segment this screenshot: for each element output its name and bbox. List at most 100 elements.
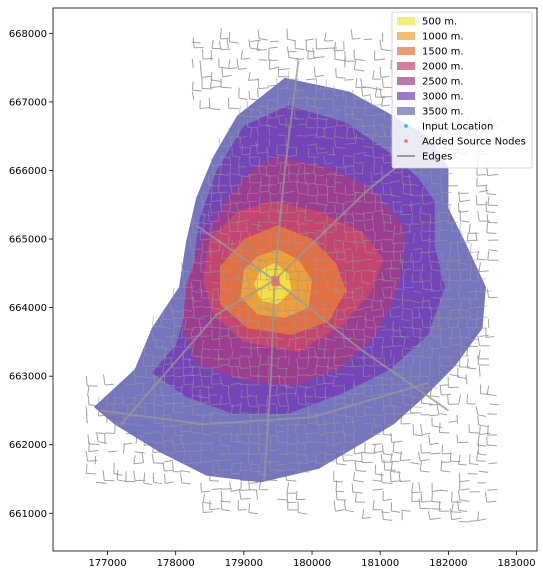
street-edge [343,165,355,168]
street-edge [355,308,365,311]
street-edge [144,403,147,414]
street-edge [354,172,363,175]
street-edge [200,482,202,493]
street-edge [276,114,285,118]
street-edge [403,412,415,415]
street-edge [345,281,347,292]
street-edge [285,300,287,311]
street-edge [192,414,202,416]
street-edge [171,435,174,444]
street-edge [207,384,210,396]
street-edge [286,190,296,194]
street-edge [266,337,269,349]
street-edge [191,403,203,406]
street-edge [248,173,258,176]
street-edge [161,432,164,442]
street-edge [380,75,390,78]
street-edge [403,347,413,350]
street-edge [477,434,480,446]
street-edge [173,441,176,452]
plot-frame [52,7,538,552]
street-edge [265,260,268,270]
street-edge [221,509,231,512]
street-edge [201,423,204,435]
street-edge [344,200,354,203]
street-edge [486,385,490,395]
street-edge [441,268,451,271]
street-edge [421,263,424,273]
street-edge [199,396,210,399]
street-edge [469,243,472,253]
street-edge [257,346,268,349]
street-edge [276,89,279,100]
street-edge [184,319,187,330]
street-edge [438,231,440,242]
street-edge [296,89,299,99]
street-edge [430,281,433,291]
street-edge [245,269,249,279]
street-edge [326,339,336,341]
street-edge [317,117,328,121]
street-edge [430,221,441,224]
street-edge [354,460,357,471]
street-edge [381,384,384,394]
street-edge [133,373,137,384]
street-edge [391,297,401,301]
street-edge [431,182,442,185]
street-edge [220,490,223,502]
street-edge [231,413,241,416]
street-edge [316,290,319,301]
street-edge [419,387,430,390]
street-edge [286,452,297,454]
street-edge [323,423,326,433]
street-edge [335,480,338,492]
street-edge [333,172,336,183]
street-edge [342,240,345,250]
street-edge [324,386,327,398]
street-edge [218,66,229,69]
street-edge [307,163,319,166]
street-edge [477,355,479,365]
street-edge [297,462,308,465]
legend-label: 2000 m. [422,62,464,73]
street-edge [460,220,470,223]
street-edge [219,395,223,405]
street-edge [305,452,308,463]
street-edge [361,509,365,519]
street-edge [190,441,202,444]
street-edge [477,518,487,522]
x-tick-label: 183000 [497,558,535,569]
street-edge [295,162,305,165]
street-edge [240,395,251,398]
street-edge [255,142,258,154]
street-edge [402,376,412,379]
street-edge [470,318,481,321]
street-edge [373,315,384,318]
street-edge [305,327,317,330]
street-edge [191,374,202,377]
street-edge [459,268,469,271]
street-edge [365,269,376,273]
street-edge [180,384,183,396]
street-edge [486,211,496,214]
street-edge [182,279,186,289]
street-edge [228,155,232,165]
street-edge [351,483,354,493]
street-edge [391,335,394,347]
street-edge [279,230,289,233]
street-edge [180,262,184,271]
street-edge [342,203,345,214]
street-edge [259,202,270,205]
street-edge [365,228,375,232]
major-road-edge [100,382,429,426]
street-edge [353,175,356,187]
street-edge [286,434,289,445]
street-edge [172,345,175,356]
street-edge [230,464,233,474]
street-edge [245,298,248,309]
street-edge [325,268,336,271]
street-edge [172,394,175,404]
legend-label: 1500 m. [422,47,464,58]
street-edge [274,308,277,320]
street-edge [307,97,318,100]
